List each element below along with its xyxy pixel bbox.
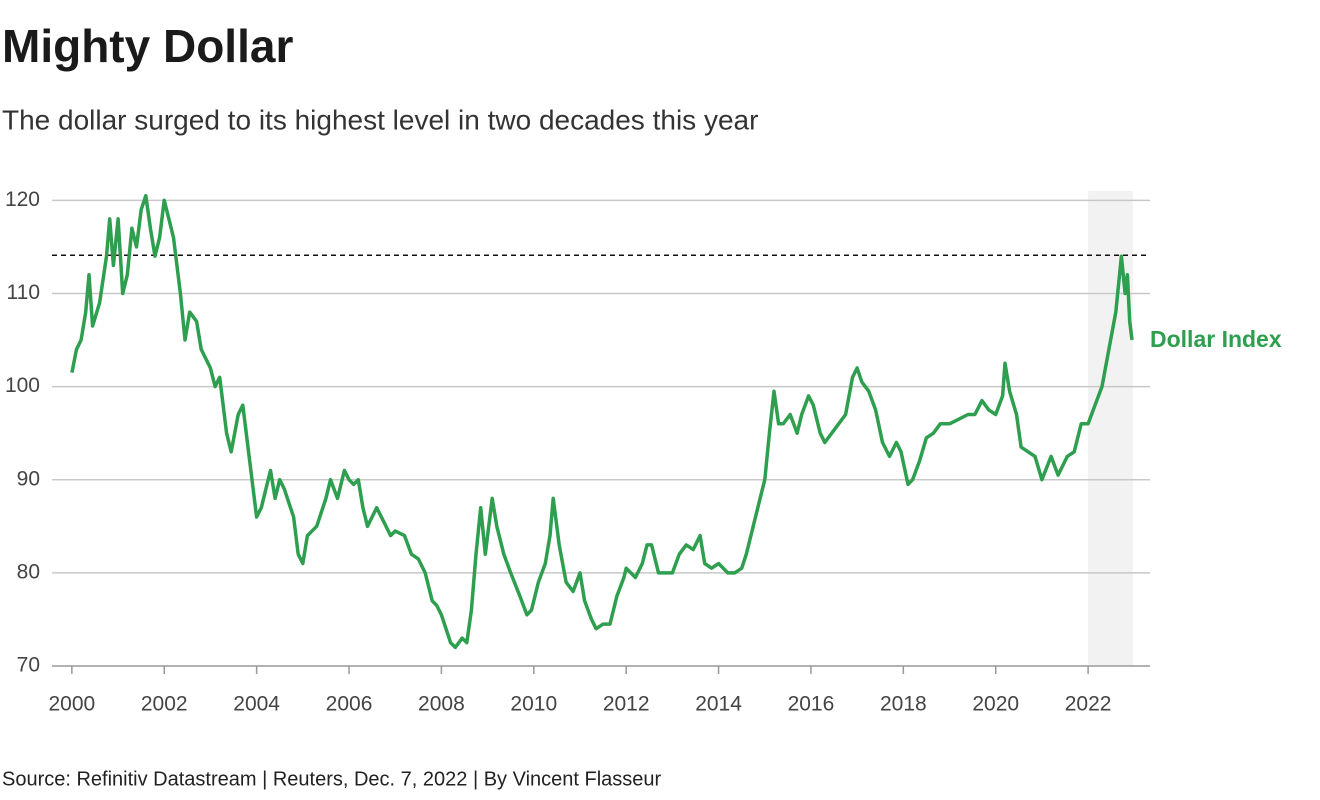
highlight-band <box>1088 191 1133 666</box>
y-tick-label: 70 <box>17 654 40 677</box>
x-tick-label: 2010 <box>510 693 557 716</box>
chart-subtitle: The dollar surged to its highest level i… <box>2 104 758 135</box>
y-tick-label: 90 <box>17 467 40 490</box>
x-tick-label: 2014 <box>695 693 742 716</box>
x-tick-label: 2016 <box>788 693 835 716</box>
x-tick-label: 2002 <box>141 693 188 716</box>
y-tick-label: 100 <box>5 374 40 397</box>
x-tick-label: 2012 <box>603 693 650 716</box>
series-label: Dollar Index <box>1150 326 1282 352</box>
chart-title: Mighty Dollar <box>2 20 293 72</box>
x-tick-label: 2004 <box>233 693 280 716</box>
x-tick-label: 2006 <box>326 693 373 716</box>
data-line <box>70 193 1134 650</box>
source: Source: Refinitiv Datastream | Reuters, … <box>2 768 662 790</box>
x-tick-label: 2000 <box>49 693 96 716</box>
y-tick-label: 120 <box>5 188 40 211</box>
x-tick-label: 2018 <box>880 693 927 716</box>
x-tick-label: 2008 <box>418 693 465 716</box>
x-tick-label: 2020 <box>972 693 1019 716</box>
x-tick-label: 2022 <box>1065 693 1112 716</box>
y-tick-label: 80 <box>17 560 40 583</box>
y-tick-label: 110 <box>7 281 40 304</box>
